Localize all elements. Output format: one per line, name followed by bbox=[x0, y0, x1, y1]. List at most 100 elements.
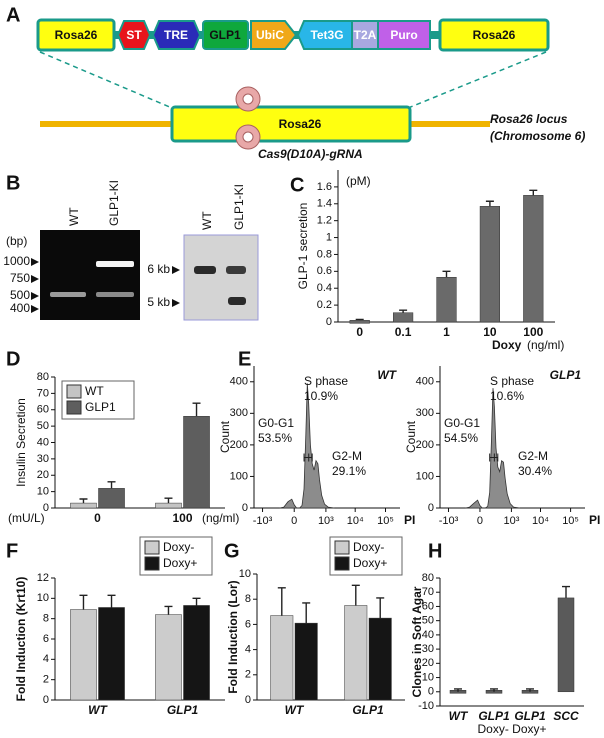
legend-label: Doxy- bbox=[353, 540, 384, 554]
bar bbox=[349, 320, 370, 324]
element-label: Tet3G bbox=[310, 28, 343, 42]
bar bbox=[183, 416, 210, 509]
y-tick-label: 1.4 bbox=[317, 198, 332, 210]
y-tick-label: 300 bbox=[416, 407, 434, 419]
y-axis-label: Clones in Soft Agar bbox=[410, 586, 424, 697]
error-bar bbox=[442, 270, 451, 278]
marker-label: 1000 bbox=[3, 254, 30, 268]
annotation: 53.5% bbox=[258, 431, 292, 445]
x-tick-label: 10⁴ bbox=[347, 515, 364, 527]
y-axis-label: Count bbox=[218, 420, 232, 453]
annotation: 10.9% bbox=[304, 389, 338, 403]
y-tick-label: 0 bbox=[428, 686, 434, 698]
x-tick-label: 10⁵ bbox=[377, 515, 394, 527]
y-tick-label: 70 bbox=[422, 586, 434, 598]
legend-label: WT bbox=[85, 384, 104, 398]
error-bar bbox=[164, 605, 173, 615]
marker-arrow bbox=[31, 258, 39, 266]
y-tick-label: 50 bbox=[37, 420, 49, 432]
annotation: 10.6% bbox=[490, 389, 524, 403]
x-tick-label: 100 bbox=[523, 325, 543, 339]
annotation: G0-G1 bbox=[258, 416, 294, 430]
y-axis-label: Fold Induction (Lor) bbox=[226, 580, 240, 693]
bar bbox=[70, 502, 97, 509]
y-tick-label: 400 bbox=[416, 376, 434, 388]
error-bar bbox=[107, 481, 116, 489]
annotation: S phase bbox=[490, 374, 534, 388]
error-bar bbox=[490, 688, 498, 692]
error-bar bbox=[277, 587, 286, 616]
y-tick-label: 20 bbox=[37, 469, 49, 481]
error-bar bbox=[351, 584, 360, 606]
x-tick-label: 10⁵ bbox=[562, 515, 579, 527]
y-tick-label: 30 bbox=[37, 453, 49, 465]
marker-label: 6 kb bbox=[147, 262, 170, 276]
marker-label: 400 bbox=[10, 301, 30, 315]
y-tick-label: 10 bbox=[37, 486, 49, 498]
error-bar bbox=[79, 498, 88, 504]
y-tick-label: 0.8 bbox=[317, 248, 332, 260]
bar bbox=[155, 614, 182, 701]
error-bar bbox=[529, 189, 538, 196]
gel bbox=[40, 230, 140, 320]
x-axis-label: Doxy bbox=[492, 338, 522, 352]
bar bbox=[98, 607, 125, 701]
y-tick-label: 400 bbox=[230, 376, 248, 388]
element bbox=[151, 20, 202, 50]
bar bbox=[344, 605, 368, 701]
error-bar bbox=[355, 318, 364, 321]
annotation: G2-M bbox=[332, 449, 362, 463]
annotation: G2-M bbox=[518, 449, 548, 463]
element-label: ST bbox=[126, 28, 142, 42]
element-label: TRE bbox=[164, 28, 188, 42]
x-tick-label: 10³ bbox=[318, 515, 334, 527]
marker-arrow bbox=[31, 305, 39, 313]
element-label: UbiC bbox=[256, 28, 284, 42]
error-bar bbox=[399, 309, 408, 313]
y-tick-label: 0.2 bbox=[317, 299, 332, 311]
x-tick-label: WT bbox=[449, 709, 469, 723]
annotation: G0-G1 bbox=[444, 416, 480, 430]
x-tick-label: 100 bbox=[172, 511, 192, 525]
y-tick-label: 300 bbox=[230, 407, 248, 419]
x-tick-label: 10 bbox=[483, 325, 497, 339]
bar bbox=[98, 488, 125, 509]
y-tick-label: 12 bbox=[37, 572, 49, 584]
y-tick-label: 0 bbox=[428, 502, 434, 514]
x-tick-label: 0 bbox=[356, 325, 363, 339]
legend-label: Doxy+ bbox=[163, 556, 197, 570]
element-label: Rosa26 bbox=[473, 28, 516, 42]
annotation: 30.4% bbox=[518, 464, 552, 478]
y-tick-label: 0 bbox=[43, 502, 49, 514]
panel-label: E bbox=[238, 348, 251, 370]
legend-swatch bbox=[66, 400, 82, 415]
x-tick-label: GLP1 bbox=[514, 709, 546, 723]
marker-label: 500 bbox=[10, 288, 30, 302]
bar bbox=[294, 622, 318, 701]
x-tick-label: -10³ bbox=[439, 515, 459, 527]
y-tick-label: 2 bbox=[43, 674, 49, 686]
gate bbox=[303, 453, 313, 462]
unit-label: (bp) bbox=[6, 234, 27, 248]
unit-label: (pM) bbox=[346, 174, 371, 188]
bar bbox=[523, 195, 544, 323]
y-tick-label: 100 bbox=[230, 470, 248, 482]
locus-label: Rosa26 bbox=[279, 117, 322, 131]
y-tick-label: 60 bbox=[37, 404, 49, 416]
x-tick-label: 0 bbox=[477, 515, 483, 527]
bar bbox=[557, 597, 575, 693]
x-tick-label: GLP1 bbox=[478, 709, 510, 723]
x-tick-label: 10³ bbox=[503, 515, 519, 527]
y-tick-label: 1.2 bbox=[317, 215, 332, 227]
panel-title: GLP1 bbox=[550, 368, 582, 382]
marker-arrow bbox=[31, 292, 39, 300]
x-tick-label: SCC bbox=[553, 709, 579, 723]
panel-label: H bbox=[428, 540, 442, 562]
error-bar bbox=[79, 594, 88, 610]
cas9-icon bbox=[242, 93, 254, 105]
gel-band bbox=[96, 292, 134, 297]
legend-label: Doxy- bbox=[163, 540, 194, 554]
y-axis-label: Insulin Secretion bbox=[14, 398, 28, 487]
x-tick-label: GLP1 bbox=[167, 703, 199, 717]
